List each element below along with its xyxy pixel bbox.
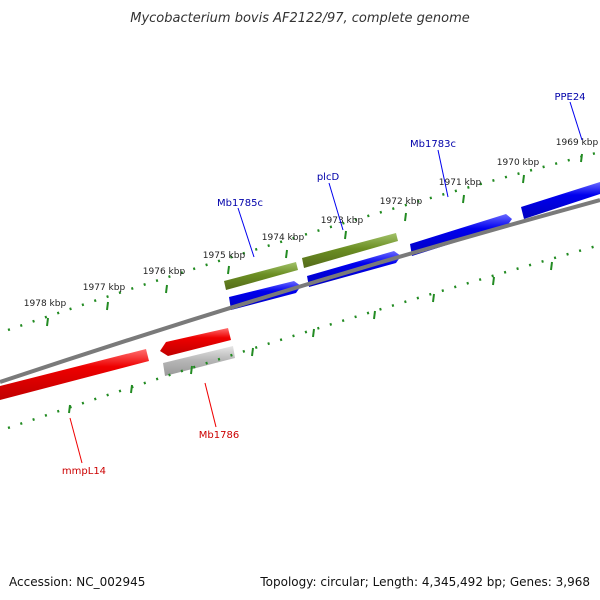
genome-summary-text: Topology: circular; Length: 4,345,492 bp… bbox=[259, 575, 590, 589]
inner-tick-scale bbox=[7, 243, 600, 430]
leader-ppe24 bbox=[569, 101, 583, 141]
gene-label-plcd: plcD bbox=[317, 172, 340, 183]
outer-major-ticks bbox=[46, 153, 583, 327]
scale-label: 1969 kbp bbox=[556, 138, 599, 148]
label-leaders bbox=[69, 101, 583, 464]
gene-label-mb1785c: Mb1785c bbox=[217, 198, 263, 209]
inner-minor-ticks bbox=[7, 243, 600, 430]
leader-mb1786 bbox=[204, 382, 217, 428]
scale-labels: 1969 kbp 1970 kbp 1971 kbp 1972 kbp 1973… bbox=[24, 138, 599, 309]
genome-backbone bbox=[0, 198, 600, 384]
scale-label: 1974 kbp bbox=[262, 233, 305, 243]
accession-text: Accession: NC_002945 bbox=[9, 575, 145, 589]
scale-label: 1977 kbp bbox=[83, 283, 126, 293]
inner-major-ticks bbox=[68, 261, 553, 414]
gene-ppe24 bbox=[521, 182, 600, 219]
leader-mb1785c bbox=[237, 207, 255, 258]
map-title: Mycobacterium bovis AF2122/97, complete … bbox=[130, 11, 469, 26]
cds-feature-plcd bbox=[302, 233, 398, 268]
scale-label: 1973 kbp bbox=[321, 216, 364, 226]
leader-mmpl14 bbox=[69, 417, 83, 464]
gene-label-mb1786: Mb1786 bbox=[199, 430, 239, 441]
scale-label: 1976 kbp bbox=[143, 267, 186, 277]
scale-label: 1971 kbp bbox=[439, 178, 482, 188]
gene-labels: PPE24 Mb1783c plcD Mb1785c Mb1786 mmpL14 bbox=[62, 92, 586, 477]
gene-label-mmpl14: mmpL14 bbox=[62, 466, 106, 477]
cds-features bbox=[224, 233, 398, 290]
leader-plcd bbox=[328, 182, 344, 231]
leader-mb1783c bbox=[437, 149, 449, 198]
scale-label: 1975 kbp bbox=[203, 251, 246, 261]
gene-label-mb1783c: Mb1783c bbox=[410, 139, 456, 150]
gene-mb1786 bbox=[160, 328, 231, 356]
gene-mmpl14 bbox=[0, 349, 149, 400]
cds-feature-1785 bbox=[224, 262, 298, 290]
scale-label: 1970 kbp bbox=[497, 158, 540, 168]
scale-label: 1972 kbp bbox=[380, 197, 423, 207]
scale-label: 1978 kbp bbox=[24, 299, 67, 309]
reverse-genes bbox=[0, 328, 235, 400]
outer-tick-scale bbox=[7, 150, 600, 332]
gene-label-ppe24: PPE24 bbox=[554, 92, 585, 103]
pseudogene-feature bbox=[163, 346, 235, 376]
